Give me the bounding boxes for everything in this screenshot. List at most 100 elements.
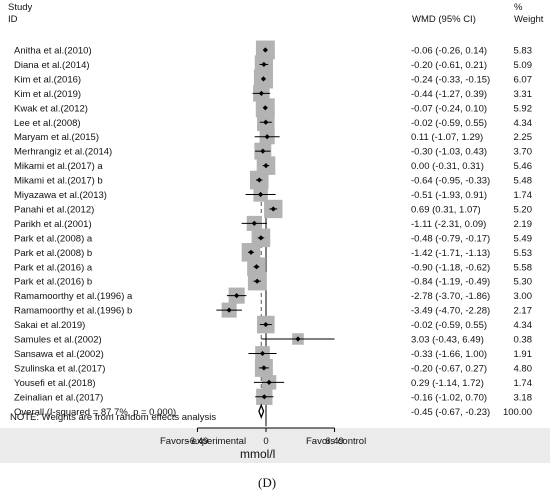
effect-label: -1.11 (-2.31, 0.09) xyxy=(411,219,486,230)
study-label: Kim et al.(2019) xyxy=(14,89,81,100)
study-label: Kwak et al.(2012) xyxy=(14,103,88,114)
point-estimate xyxy=(251,220,257,226)
effect-label: -0.20 (-0.67, 0.27) xyxy=(411,363,487,374)
effect-label: -1.42 (-1.71, -1.13) xyxy=(411,248,490,259)
weight-label: 6.07 xyxy=(514,74,533,85)
weight-label: 5.92 xyxy=(514,103,533,114)
study-label: Panahi et al.(2012) xyxy=(14,204,94,215)
weight-label: 5.58 xyxy=(514,262,533,273)
weight-label: 4.34 xyxy=(514,118,533,129)
point-estimate xyxy=(258,90,264,96)
point-estimate xyxy=(263,119,269,125)
effect-label: -0.51 (-1.93, 0.91) xyxy=(411,190,487,201)
point-estimate xyxy=(226,307,232,313)
point-estimate xyxy=(261,61,267,68)
effect-label: 0.11 (-1.07, 1.29) xyxy=(411,132,483,143)
header-study: Study xyxy=(8,2,33,13)
plot-area: Anitha et al.(2010) -0.06 (-0.26, 0.14) 5.… xyxy=(14,40,533,447)
study-label: Anitha et al.(2010) xyxy=(14,46,92,57)
effect-label: -3.49 (-4.70, -2.28) xyxy=(411,306,490,317)
note-text: NOTE: Weights are from random effects an… xyxy=(10,412,216,423)
effect-label: -0.24 (-0.33, -0.15) xyxy=(411,74,490,85)
study-label: Park et al.(2008) a xyxy=(14,233,93,244)
effect-label: 0.29 (-1.14, 1.72) xyxy=(411,378,484,389)
weight-label: 5.09 xyxy=(514,60,533,71)
study-label: Lee et al.(2008) xyxy=(14,118,81,129)
effect-label: -0.90 (-1.18, -0.62) xyxy=(411,262,490,273)
weight-label: 2.25 xyxy=(514,132,533,143)
effect-label: 3.03 (-0.43, 6.49) xyxy=(411,335,484,346)
effect-label: -2.78 (-3.70, -1.86) xyxy=(411,291,490,302)
point-estimate xyxy=(264,134,270,140)
overall-effect-label: -0.45 (-0.67, -0.23) xyxy=(411,407,490,418)
effect-label: -0.16 (-1.02, 0.70) xyxy=(411,392,487,403)
point-estimate xyxy=(259,350,266,357)
weight-label: 1.74 xyxy=(514,378,533,389)
study-label: Sansawa et al.(2002) xyxy=(14,349,104,360)
point-estimate xyxy=(261,394,267,400)
study-label: Maryam et al.(2015) xyxy=(14,132,99,143)
overall-label: Overall (I-squared = 87.7%, p = 0.000) xyxy=(14,407,176,418)
study-label: Merhrangiz et al.(2014) xyxy=(14,147,112,158)
study-label: Diana et al.(2014) xyxy=(14,60,90,71)
study-label: Ramamoorthy et al.(1996) b xyxy=(14,306,132,317)
weight-label: 3.70 xyxy=(514,147,533,158)
study-label: Kim et al.(2016) xyxy=(14,74,81,85)
weight-label: 5.48 xyxy=(514,176,533,187)
point-estimate xyxy=(258,235,264,241)
overall-diamond xyxy=(258,403,265,420)
effect-label: -0.02 (-0.59, 0.55) xyxy=(411,320,487,331)
point-estimate xyxy=(256,177,262,183)
point-estimate xyxy=(260,76,267,82)
study-label: Zeinalian et al.(2017) xyxy=(14,392,103,403)
weight-label: 2.17 xyxy=(514,306,533,317)
favors-control-label: Favors control xyxy=(306,436,366,447)
weight-label: 2.19 xyxy=(514,219,533,230)
weight-label: 3.18 xyxy=(514,392,533,403)
point-estimate xyxy=(258,191,264,198)
effect-label: -0.48 (-0.79, -0.17) xyxy=(411,233,490,244)
panel-label: (D) xyxy=(258,475,276,490)
weight-label: 3.31 xyxy=(514,89,533,100)
effect-label: -0.02 (-0.59, 0.55) xyxy=(411,118,487,129)
favors-experimental-label: Favors experimental xyxy=(160,436,246,447)
study-label: Yousefi et al.(2018) xyxy=(14,378,96,389)
effect-label: 0.00 (-0.31, 0.31) xyxy=(411,161,484,172)
weight-label: 5.46 xyxy=(514,161,533,172)
weight-label: 4.34 xyxy=(514,320,533,331)
study-label: Sakai et al.2019) xyxy=(14,320,85,331)
point-estimate xyxy=(270,206,276,212)
weight-label: 3.00 xyxy=(514,291,533,302)
study-label: Park et al.(2016) a xyxy=(14,262,93,273)
effect-label: -0.33 (-1.66, 1.00) xyxy=(411,349,487,360)
point-estimate xyxy=(234,293,240,299)
weight-label: 5.83 xyxy=(514,46,533,57)
effect-label: -0.06 (-0.26, 0.14) xyxy=(411,46,487,57)
point-estimate xyxy=(248,249,254,255)
study-label: Park et al.(2008) b xyxy=(14,248,92,259)
point-estimate xyxy=(266,379,272,385)
point-estimate xyxy=(261,365,267,371)
study-label: Mikami et al.(2017) b xyxy=(14,176,103,187)
header-id: ID xyxy=(8,14,18,25)
header-effect: WMD (95% CI) xyxy=(412,14,476,25)
study-label: Parikh et al.(2001) xyxy=(14,219,92,230)
study-label: Park et al.(2016) b xyxy=(14,277,92,288)
point-estimate xyxy=(254,278,260,284)
weight-label: 5.49 xyxy=(514,233,533,244)
effect-label: 0.69 (0.31, 1.07) xyxy=(411,204,481,215)
weight-label: 0.38 xyxy=(514,335,533,346)
point-estimate xyxy=(253,264,260,270)
x-tick-label: -6.49 xyxy=(187,436,209,447)
weight-label: 5.30 xyxy=(514,277,533,288)
weight-label: 4.80 xyxy=(514,363,533,374)
study-label: Samules et al.(2002) xyxy=(14,335,102,346)
study-label: Szulinska et al.(2017) xyxy=(14,363,105,374)
effect-label: -0.07 (-0.24, 0.10) xyxy=(411,103,487,114)
header-weight: Weight xyxy=(514,14,544,25)
unit-label: mmol/l xyxy=(240,447,275,461)
header-percent: % xyxy=(514,2,523,13)
point-estimate xyxy=(263,163,269,169)
point-estimate xyxy=(260,148,266,154)
